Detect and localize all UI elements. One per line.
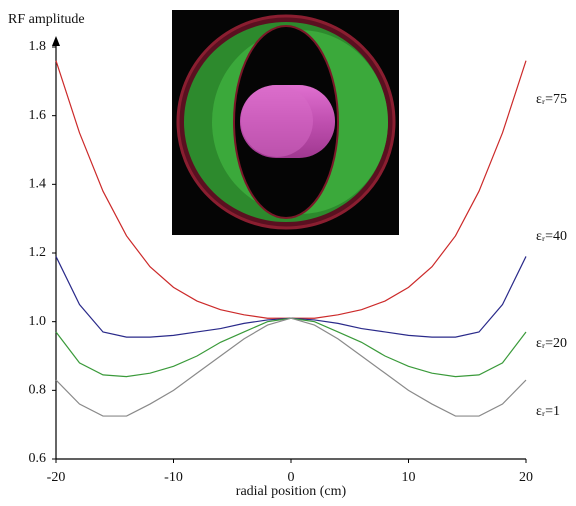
y-tick-label: 0.6 bbox=[29, 451, 47, 466]
x-tick-label: -10 bbox=[164, 470, 183, 485]
x-axis-label: radial position (cm) bbox=[236, 484, 347, 499]
inset-image bbox=[172, 10, 399, 235]
y-tick-label: 1.2 bbox=[29, 245, 47, 260]
x-tick-label: 20 bbox=[519, 470, 533, 485]
series-label: εᵣ=20 bbox=[536, 336, 567, 351]
series-label: εᵣ=40 bbox=[536, 229, 567, 244]
series-line bbox=[55, 256, 527, 338]
x-tick-label: 10 bbox=[402, 470, 416, 485]
y-tick-label: 1.8 bbox=[29, 39, 47, 54]
series-line bbox=[55, 317, 527, 417]
series-label: εᵣ=1 bbox=[536, 404, 560, 419]
y-tick-label: 1.0 bbox=[29, 314, 47, 329]
y-tick-label: 1.6 bbox=[29, 108, 47, 123]
series-line bbox=[55, 317, 527, 378]
y-tick-label: 0.8 bbox=[29, 383, 47, 398]
x-tick-label: -20 bbox=[47, 470, 66, 485]
series-label: εᵣ=75 bbox=[536, 92, 567, 107]
y-axis-arrow bbox=[52, 36, 60, 46]
x-tick-label: 0 bbox=[288, 470, 295, 485]
y-tick-label: 1.4 bbox=[29, 177, 47, 192]
y-axis-label: RF amplitude bbox=[8, 12, 85, 27]
